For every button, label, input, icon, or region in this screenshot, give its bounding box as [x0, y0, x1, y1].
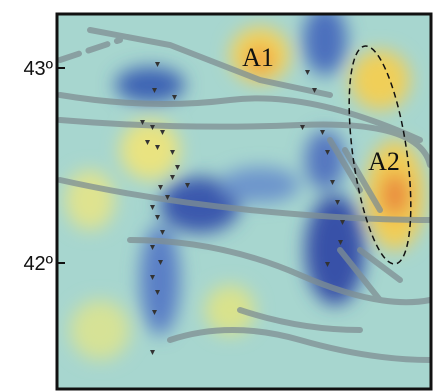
- anomaly-label: A1: [242, 43, 274, 72]
- page: 43º 42º A1 A2 (() => { const data = JSON…: [0, 0, 433, 391]
- latitude-label: 43º: [23, 58, 53, 80]
- anomaly-label: A2: [368, 147, 400, 176]
- latitude-label: 42º: [23, 253, 53, 275]
- map-figure: 43º 42º A1 A2: [0, 0, 433, 391]
